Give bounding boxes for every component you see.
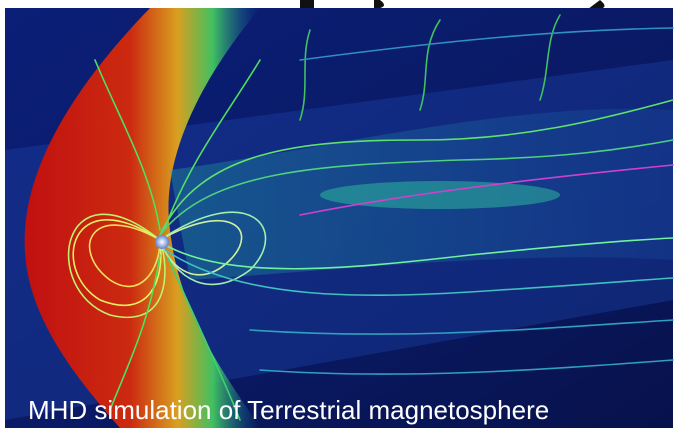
earth [155, 235, 169, 249]
cropped-title [300, 0, 605, 9]
caption: MHD simulation of Terrestrial magnetosph… [28, 395, 549, 425]
page: MHD simulation of Terrestrial magnetosph… [0, 0, 678, 433]
simulation-image: MHD simulation of Terrestrial magnetosph… [0, 0, 678, 433]
